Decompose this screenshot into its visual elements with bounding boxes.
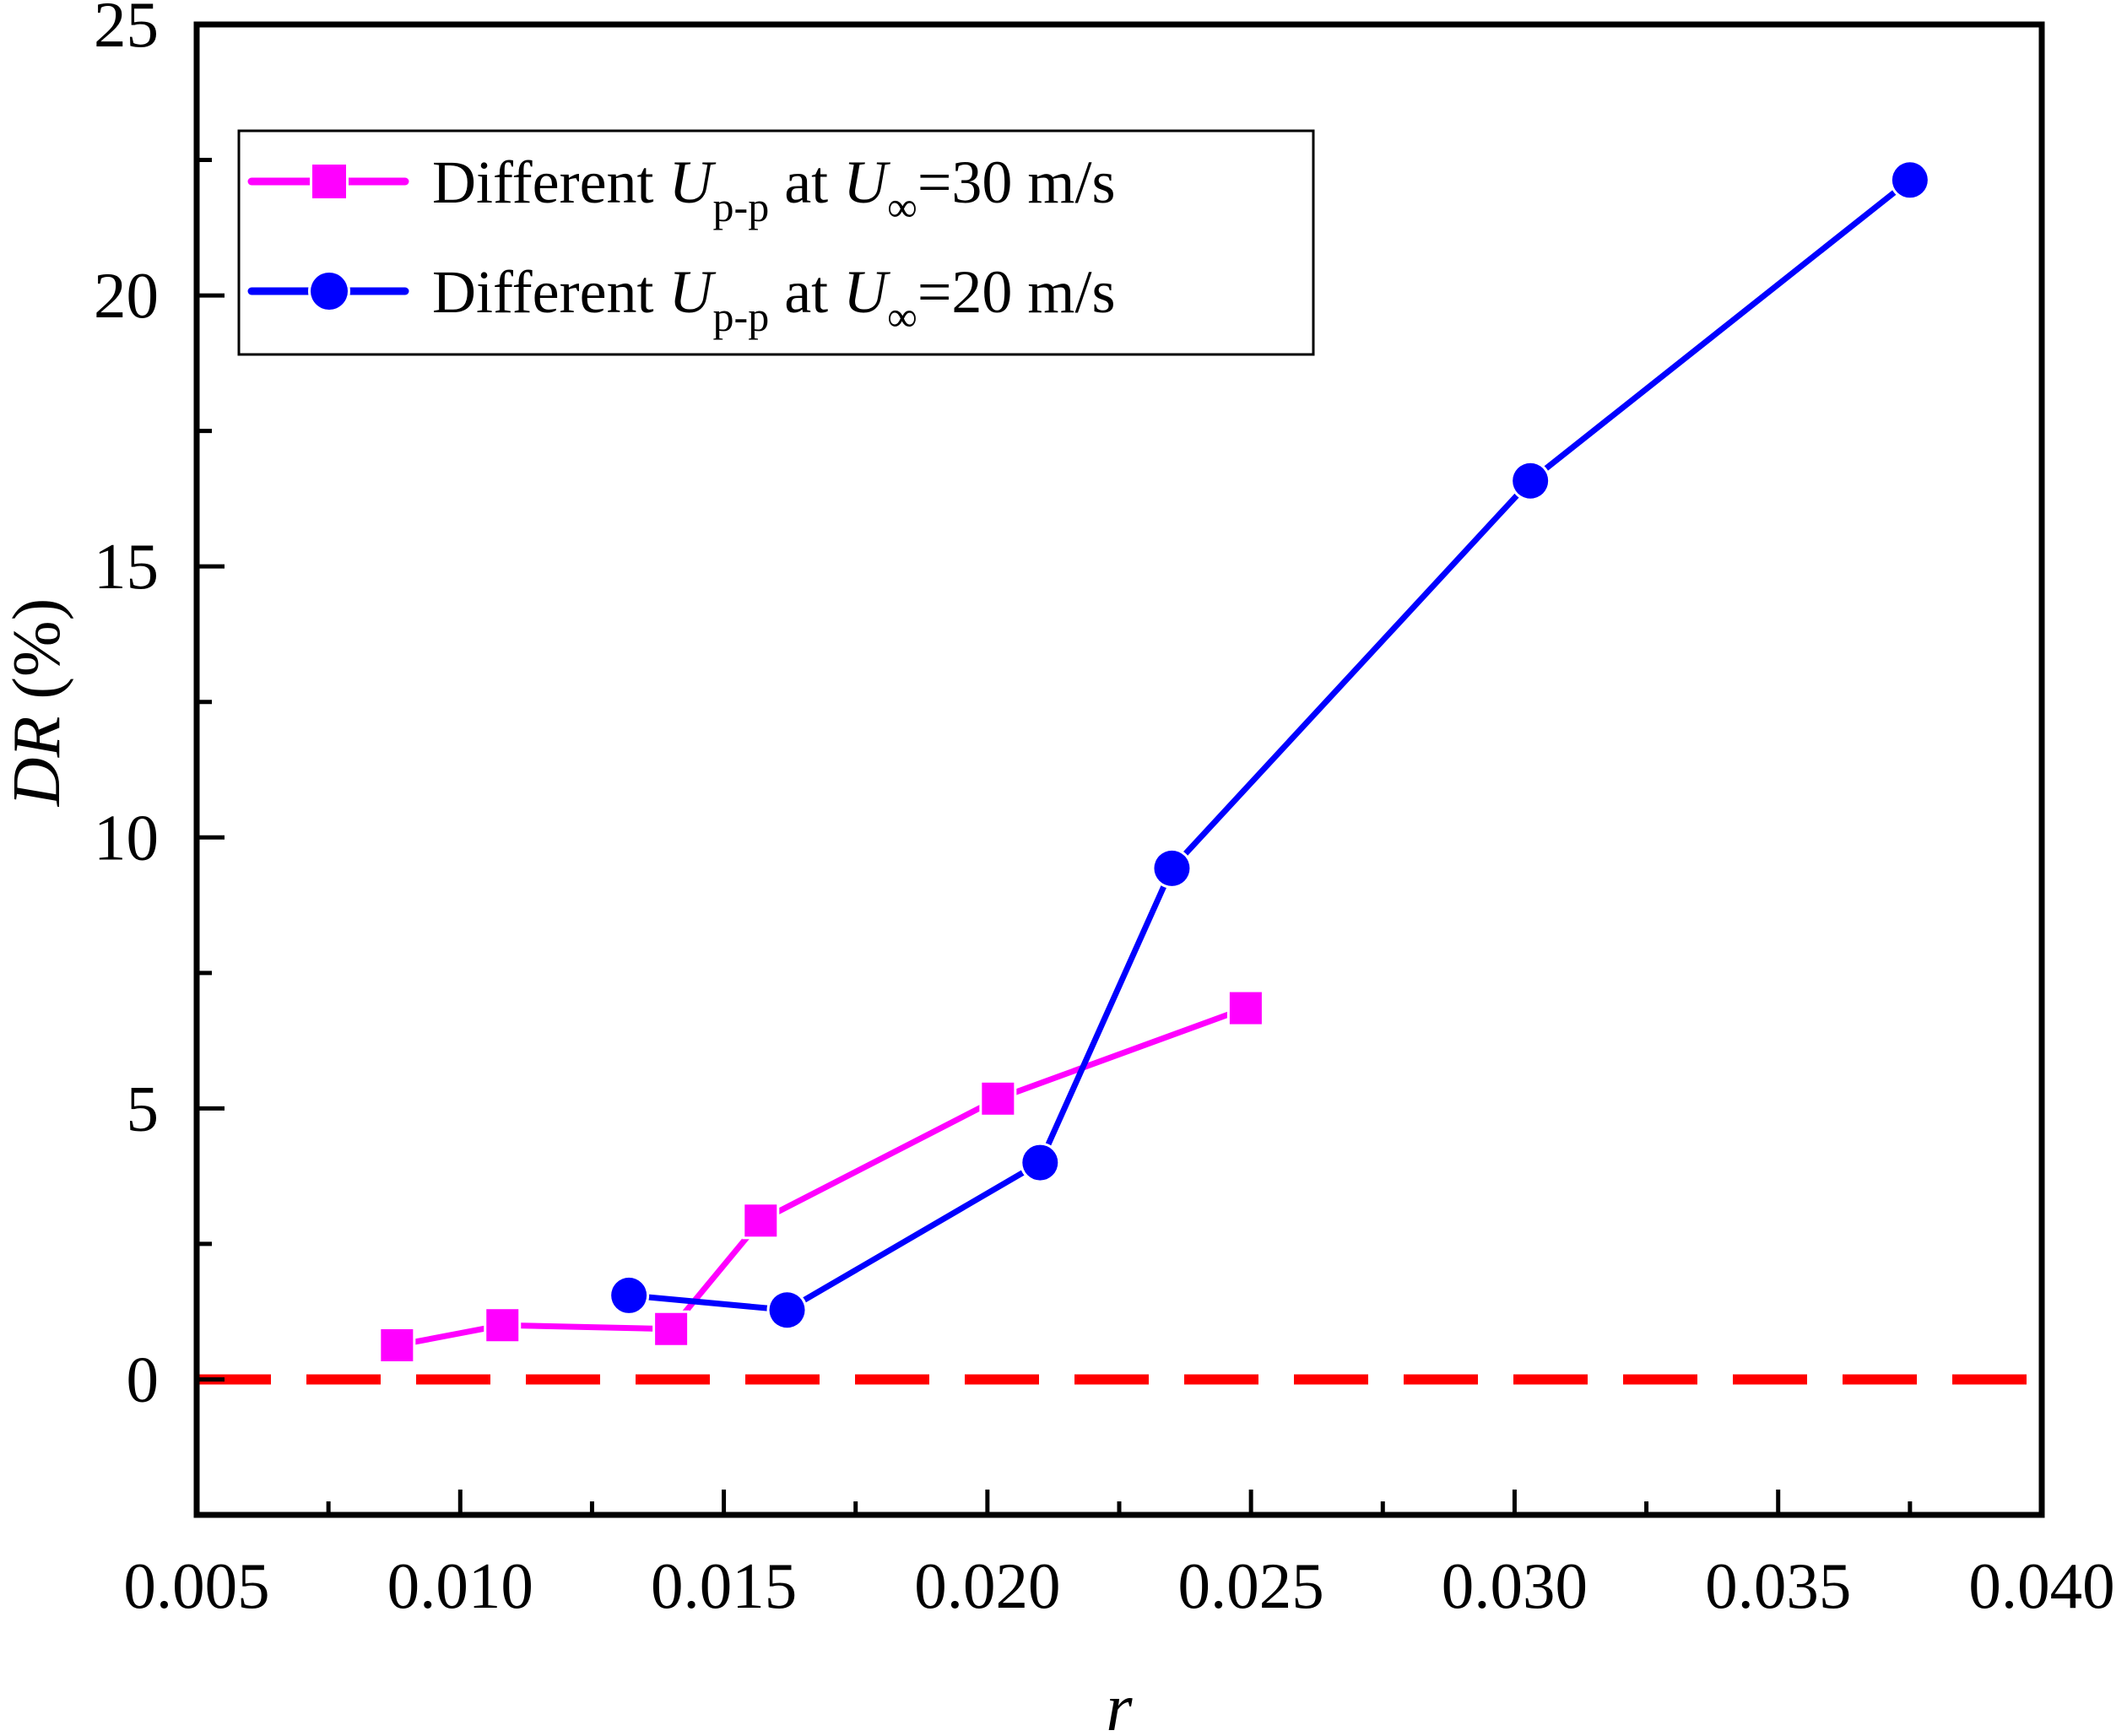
data-point-circle bbox=[1889, 160, 1930, 201]
series-line bbox=[625, 176, 1913, 1313]
x-tick-label: 0.020 bbox=[914, 1549, 1060, 1622]
legend-entry: Different Up-p at U∞=20 m/s bbox=[247, 258, 1115, 340]
series-u20 bbox=[609, 160, 1930, 1331]
x-axis-title: r bbox=[1106, 1671, 1133, 1736]
data-point-square bbox=[1226, 989, 1264, 1027]
y-tick-label: 20 bbox=[94, 259, 159, 332]
legend-label: Different Up-p at U∞=30 m/s bbox=[432, 149, 1115, 230]
legend-entry: Different Up-p at U∞=30 m/s bbox=[247, 149, 1115, 230]
y-tick-label: 10 bbox=[94, 801, 159, 873]
y-tick-label: 5 bbox=[127, 1072, 160, 1144]
y-tick-label: 0 bbox=[127, 1343, 160, 1415]
x-tick-label: 0.015 bbox=[651, 1549, 797, 1622]
x-tick-label: 0.005 bbox=[123, 1549, 269, 1622]
x-tick-label: 0.030 bbox=[1442, 1549, 1588, 1622]
tick-labels-layer: 0.005 0.010 0.015 0.020 0.025 0.030 0.035 0.040… bbox=[94, 0, 2115, 1622]
x-tick-label: 0.025 bbox=[1178, 1549, 1324, 1622]
series-layer bbox=[378, 160, 1930, 1364]
data-point-square bbox=[378, 1326, 416, 1364]
data-point-square bbox=[979, 1079, 1017, 1117]
series-line bbox=[393, 1005, 1249, 1349]
legend-box bbox=[237, 129, 1315, 356]
y-tick-label: 25 bbox=[94, 0, 159, 61]
y-axis-title-unit: (%) bbox=[0, 598, 74, 717]
y-axis-title-variable: DR bbox=[0, 717, 74, 808]
ticks-layer bbox=[194, 22, 2044, 1517]
series-u30 bbox=[378, 989, 1264, 1364]
legend-circle-marker-icon bbox=[308, 270, 350, 312]
data-point-square bbox=[742, 1202, 780, 1240]
data-point-circle bbox=[609, 1274, 650, 1316]
legend-label: Different Up-p at U∞=20 m/s bbox=[432, 258, 1115, 340]
y-axis-title: DR (%) bbox=[0, 598, 74, 808]
x-tick-label: 0.040 bbox=[1968, 1549, 2114, 1622]
y-tick-label: 15 bbox=[94, 530, 159, 603]
x-tick-label: 0.035 bbox=[1705, 1549, 1851, 1622]
data-point-circle bbox=[1151, 847, 1193, 889]
legend: Different Up-p at U∞=30 m/s Different Up-… bbox=[237, 129, 1315, 356]
legend-square-marker-icon bbox=[310, 162, 349, 201]
data-point-square bbox=[484, 1306, 522, 1344]
data-point-circle bbox=[1020, 1142, 1061, 1183]
x-tick-label: 0.010 bbox=[387, 1549, 533, 1622]
data-point-circle bbox=[1510, 460, 1551, 501]
data-point-square bbox=[652, 1310, 690, 1348]
data-point-circle bbox=[766, 1290, 808, 1331]
